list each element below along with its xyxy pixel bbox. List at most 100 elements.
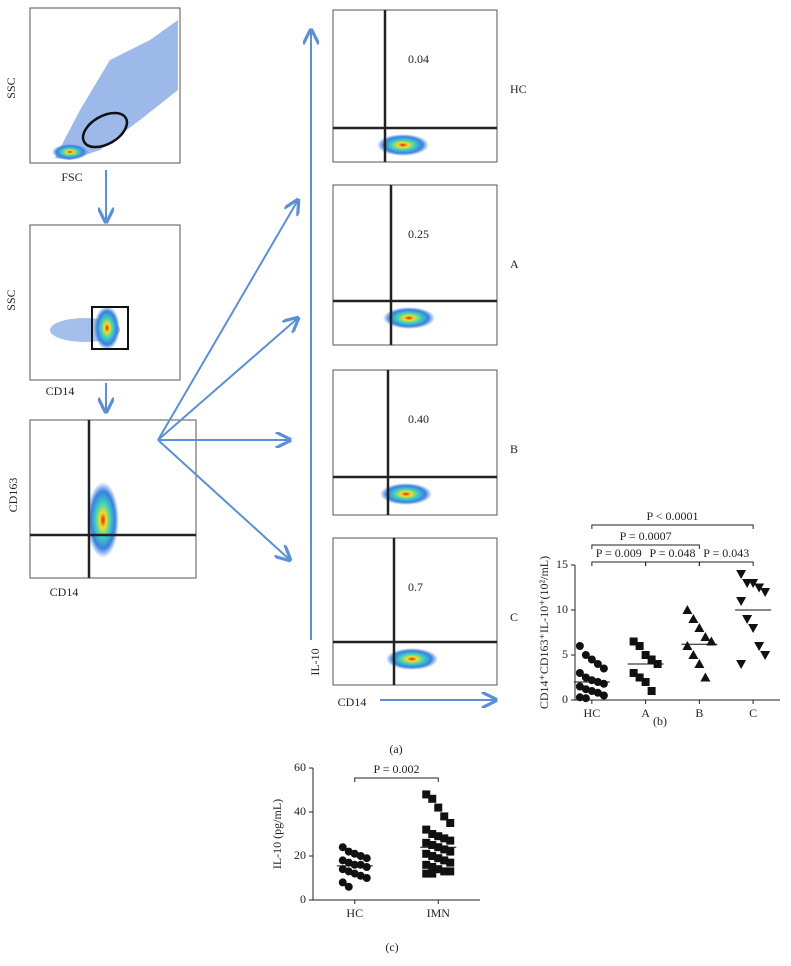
data-point [581, 673, 590, 682]
data-point [440, 834, 449, 843]
data-point [593, 678, 602, 686]
data-point [344, 867, 353, 876]
density-blob [52, 144, 88, 160]
data-point [647, 687, 656, 695]
gating-plot [29, 224, 181, 381]
data-point [350, 869, 359, 878]
data-point [593, 660, 602, 668]
data-point [581, 685, 590, 694]
data-point [422, 790, 431, 799]
data-point [446, 836, 455, 845]
data-point [653, 660, 662, 668]
data-point [754, 642, 765, 651]
data-point [362, 854, 371, 863]
data-point [434, 865, 443, 874]
group-label: C [510, 610, 518, 624]
x-tick-label: A [641, 706, 650, 720]
data-point [575, 642, 584, 650]
data-point [428, 841, 437, 849]
y-tick-label: 60 [294, 760, 306, 774]
density-blob [380, 483, 432, 505]
y-tick-label: 20 [294, 848, 306, 862]
data-point [422, 869, 431, 878]
data-point [688, 614, 699, 623]
y-axis-label: IL-10 (pg/mL) [270, 799, 284, 869]
group-label: A [510, 257, 519, 271]
data-point [700, 632, 711, 641]
data-point [338, 878, 347, 887]
p-value: P = 0.0007 [620, 529, 672, 543]
y-tick-label: 0 [300, 892, 306, 906]
axis-label: CD14 [50, 585, 79, 599]
data-point [700, 672, 711, 682]
data-point [344, 858, 353, 867]
x-tick-label: IMN [427, 906, 451, 920]
p-value: P < 0.0001 [647, 509, 699, 523]
data-point [629, 637, 638, 646]
data-point [760, 588, 771, 597]
density-blob [87, 482, 119, 558]
data-point [694, 659, 705, 668]
caption: (a) [389, 742, 402, 756]
data-point [440, 867, 449, 876]
data-point [428, 794, 437, 803]
axis-label: CD14 [338, 695, 367, 709]
arrow [157, 200, 298, 441]
data-point [736, 570, 747, 579]
density-cloud [55, 20, 178, 160]
data-point [422, 849, 431, 858]
data-point [736, 660, 747, 669]
data-point [754, 583, 765, 593]
data-point [428, 852, 437, 860]
p-value: P = 0.048 [650, 546, 696, 560]
data-point [641, 651, 650, 659]
quadrant-value: 0.25 [408, 227, 429, 241]
group-label: B [510, 442, 518, 456]
data-point [575, 669, 584, 677]
data-point [440, 856, 449, 865]
data-point [641, 678, 650, 686]
caption: (c) [385, 940, 398, 954]
data-point [440, 812, 449, 821]
data-point [635, 673, 644, 682]
data-point [446, 819, 455, 827]
gate [91, 306, 129, 350]
density-blob [383, 307, 435, 329]
data-point [344, 882, 353, 891]
data-point [356, 852, 365, 860]
data-point [736, 597, 747, 606]
data-point [587, 676, 596, 685]
data-point [575, 693, 584, 702]
data-point [446, 867, 455, 876]
data-point [434, 843, 443, 852]
bracket [354, 777, 439, 782]
data-point [760, 651, 771, 660]
data-point [428, 869, 437, 878]
y-tick-label: 10 [556, 602, 568, 616]
bracket [591, 524, 754, 529]
arrow [157, 318, 298, 441]
x-tick-label: C [749, 706, 757, 720]
data-point [742, 615, 753, 624]
gate [81, 111, 129, 149]
group-label: HC [510, 82, 527, 96]
data-point [434, 803, 443, 812]
axis-label: CD163 [6, 478, 20, 513]
y-tick-label: 5 [562, 647, 568, 661]
data-point [422, 860, 431, 869]
p-value: P = 0.002 [374, 762, 420, 776]
axis-label: IL-10 [308, 648, 322, 675]
data-point [599, 664, 608, 673]
data-point [635, 642, 644, 650]
data-point [629, 669, 638, 677]
data-point [356, 871, 365, 880]
bracket [591, 544, 700, 549]
axis-label: FSC [61, 170, 82, 184]
y-tick-label: 40 [294, 804, 306, 818]
data-point [434, 832, 443, 841]
data-point [682, 605, 693, 614]
data-point [422, 825, 431, 834]
data-point [428, 863, 437, 871]
quadrant-value: 0.40 [408, 412, 429, 426]
data-point [682, 641, 693, 650]
